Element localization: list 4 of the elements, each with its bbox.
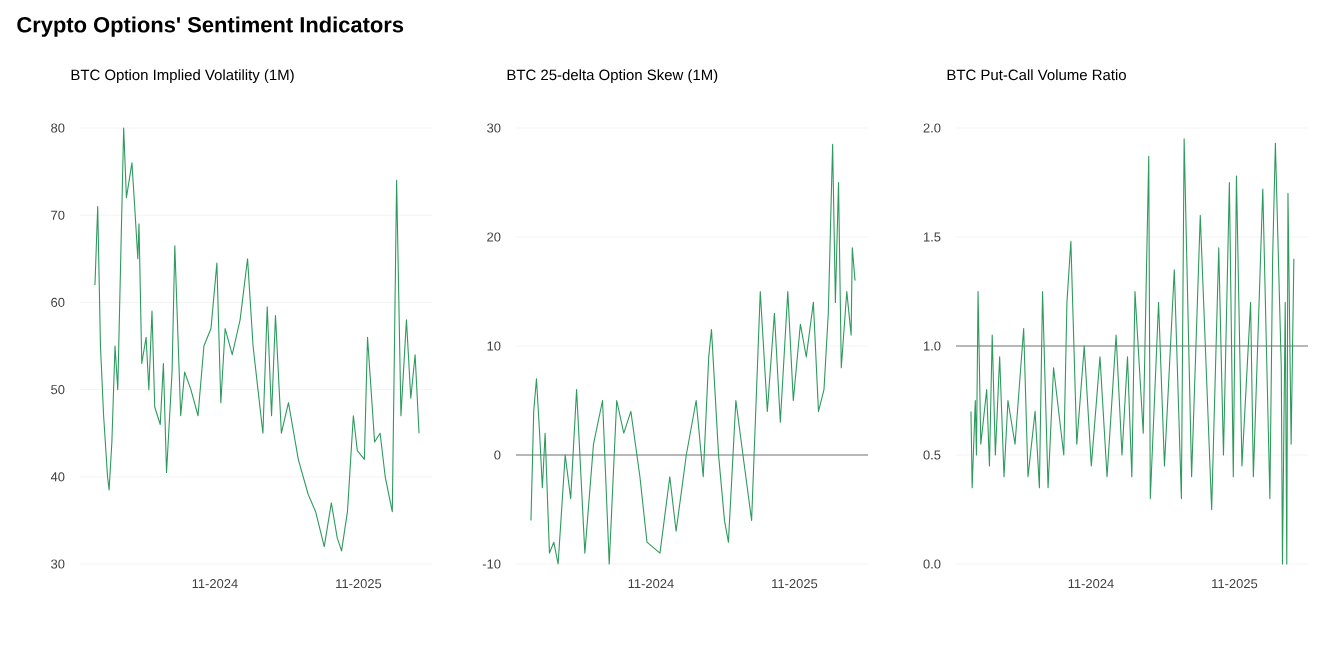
- line-series: [530, 143, 856, 565]
- chart-title: Crypto Options' Sentiment Indicators: [17, 16, 404, 37]
- line-series: [94, 127, 420, 552]
- line-series: [970, 138, 1295, 565]
